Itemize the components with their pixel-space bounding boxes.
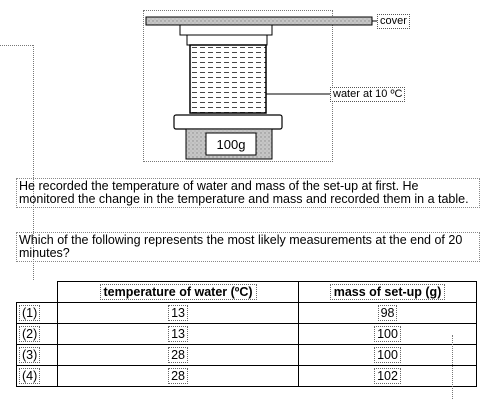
intro-paragraph: He recorded the temperature of water and… (16, 178, 480, 208)
mass-cell: 102 (298, 365, 477, 387)
cover-label: cover (377, 14, 410, 29)
blank-header (16, 281, 58, 303)
scale-pan (173, 114, 283, 130)
option-label: (2) (16, 323, 58, 345)
diagram-frame (143, 10, 333, 162)
question-text: Which of the following represents the mo… (16, 232, 480, 262)
container-body (189, 44, 267, 114)
option-label: (3) (16, 344, 58, 366)
temperature-cell: 28 (56, 344, 300, 366)
water-label: water at 10 ºC (330, 87, 406, 102)
mass-header: mass of set-up (g) (298, 281, 477, 303)
temperature-header: temperature of water (ºC) (56, 281, 300, 303)
option-label: (1) (16, 302, 58, 324)
table-header-row: temperature of water (ºC) mass of set-up… (16, 281, 477, 303)
left-dotted-line-vert (33, 45, 34, 280)
temperature-cell: 28 (56, 365, 300, 387)
mass-cell: 100 (298, 323, 477, 345)
answer-table: temperature of water (ºC) mass of set-up… (16, 281, 477, 387)
temperature-cell: 13 (56, 323, 300, 345)
table-row[interactable]: (1) 13 98 (16, 302, 477, 324)
scale-reading: 100g (216, 137, 246, 152)
right-dotted-bracket (452, 335, 453, 399)
temperature-cell: 13 (56, 302, 300, 324)
left-dotted-line (0, 45, 33, 46)
option-label: (4) (16, 365, 58, 387)
scale-display (205, 132, 257, 156)
cover-plate (145, 16, 373, 26)
table-row[interactable]: (2) 13 100 (16, 323, 477, 345)
table-row[interactable]: (3) 28 100 (16, 344, 477, 366)
apparatus-diagram (145, 16, 377, 160)
mass-cell: 98 (298, 302, 477, 324)
container-neck (179, 24, 273, 36)
container-collar (186, 34, 268, 46)
mass-cell: 100 (298, 344, 477, 366)
table-row[interactable]: (4) 28 102 (16, 365, 477, 387)
